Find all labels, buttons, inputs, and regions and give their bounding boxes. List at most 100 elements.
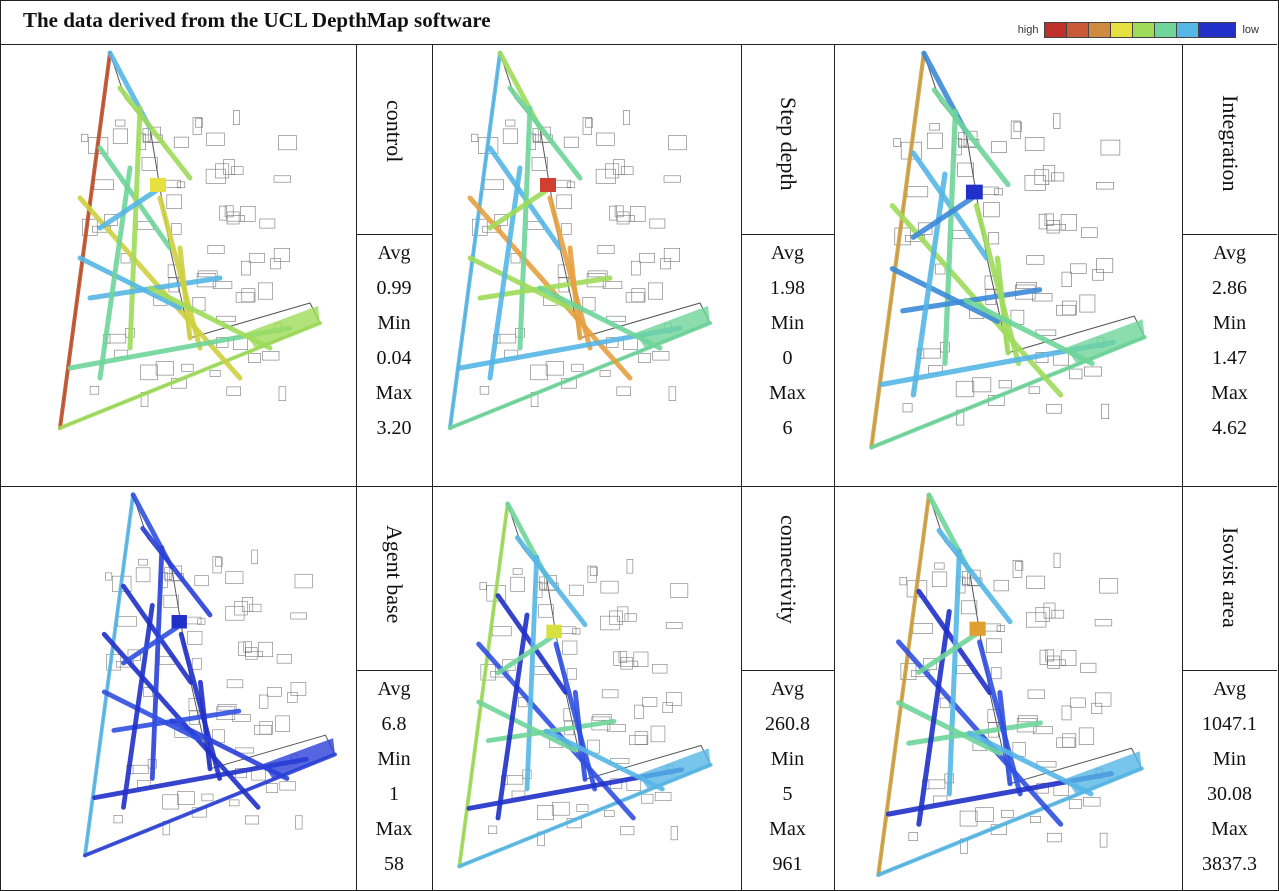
- building-block: [532, 128, 541, 142]
- building-block: [908, 832, 918, 841]
- building-block: [231, 166, 244, 175]
- building-block: [162, 794, 180, 810]
- street-segment: [467, 255, 573, 311]
- building-block: [194, 575, 209, 587]
- building-block: [278, 135, 297, 151]
- building-block: [1053, 113, 1061, 129]
- street-segment: [997, 690, 1013, 787]
- street-segment: [910, 192, 980, 240]
- col-divider: [432, 44, 433, 890]
- building-block: [245, 647, 258, 660]
- street-segment: [876, 766, 1144, 877]
- building-block: [648, 282, 664, 300]
- street-segment: [567, 245, 583, 341]
- building-block: [197, 618, 206, 625]
- building-block: [89, 385, 100, 395]
- stat-text: 0: [782, 347, 793, 369]
- building-block: [599, 369, 611, 377]
- building-block: [113, 814, 123, 824]
- building-block: [616, 386, 632, 396]
- street-segment: [942, 108, 959, 367]
- stat-text: Avg: [1213, 242, 1246, 264]
- building-block: [155, 361, 174, 376]
- building-block: [607, 724, 626, 732]
- stat-text: Max: [375, 382, 413, 404]
- street-segment: [572, 689, 588, 782]
- building-block: [1051, 609, 1065, 619]
- building-block: [176, 181, 186, 189]
- building-block: [665, 622, 683, 630]
- stat-text: Min: [1212, 312, 1247, 334]
- building-block: [171, 223, 182, 235]
- building-block: [650, 725, 666, 743]
- building-block: [226, 211, 240, 225]
- building-block: [1046, 832, 1062, 843]
- plaza-area: [638, 748, 711, 789]
- building-block: [926, 132, 943, 149]
- street-segment: [448, 321, 712, 430]
- building-block: [233, 110, 240, 126]
- building-block: [187, 630, 203, 645]
- stat-text: 1: [389, 783, 399, 805]
- building-block: [902, 403, 913, 413]
- building-block: [641, 793, 654, 804]
- building-block: [576, 804, 589, 812]
- building-block: [613, 651, 621, 666]
- building-block: [141, 157, 158, 171]
- street-segment: [83, 492, 136, 858]
- building-block: [207, 245, 225, 254]
- building-block: [166, 194, 183, 209]
- building-block: [258, 641, 273, 658]
- building-block: [587, 270, 608, 278]
- building-block: [1101, 403, 1110, 419]
- building-block: [631, 288, 646, 303]
- building-block: [1099, 832, 1108, 848]
- hotspot-patch: [969, 621, 986, 636]
- swatch-8: [1199, 23, 1236, 37]
- building-block: [279, 781, 296, 791]
- street-segment: [553, 641, 598, 792]
- building-block: [245, 815, 260, 825]
- building-block: [605, 163, 620, 179]
- building-block: [1069, 368, 1083, 380]
- building-block: [988, 232, 1000, 245]
- building-block: [993, 579, 1009, 592]
- building-block: [544, 575, 557, 591]
- building-block: [470, 133, 479, 142]
- building-block: [566, 668, 577, 680]
- panel-label-isovist-area: Isovist area: [1218, 527, 1243, 628]
- building-block: [1092, 268, 1104, 281]
- swatch-6: [1155, 23, 1178, 37]
- building-block: [562, 640, 578, 655]
- building-block: [563, 136, 579, 148]
- building-block: [231, 714, 251, 722]
- building-block: [1024, 137, 1045, 151]
- building-block: [616, 211, 630, 225]
- swatch-3: [1089, 23, 1112, 37]
- building-block: [631, 260, 641, 276]
- building-block: [649, 218, 666, 229]
- building-block: [597, 245, 615, 254]
- building-block: [585, 118, 594, 128]
- street-segment: [869, 335, 1147, 450]
- building-block: [505, 119, 516, 127]
- stat-text: 3837.3: [1202, 853, 1257, 875]
- building-block: [219, 205, 228, 221]
- stats-connectivity: Avg 260.8 Min 5 Max 961: [741, 672, 834, 882]
- building-block: [955, 380, 975, 398]
- street-segment: [916, 609, 952, 827]
- street-segment: [910, 171, 948, 398]
- street-segment: [58, 51, 112, 430]
- building-block: [169, 565, 183, 581]
- stat-text: Max: [375, 818, 413, 840]
- building-block: [668, 386, 677, 401]
- street-segment: [977, 639, 1023, 797]
- building-block: [1100, 139, 1121, 156]
- stat-text: 0.04: [376, 347, 412, 369]
- building-block: [923, 658, 938, 670]
- street-segment: [58, 321, 322, 430]
- street-segment: [121, 602, 155, 810]
- building-block: [551, 801, 570, 816]
- stat-text: 5: [782, 783, 793, 805]
- street-segment: [487, 185, 553, 231]
